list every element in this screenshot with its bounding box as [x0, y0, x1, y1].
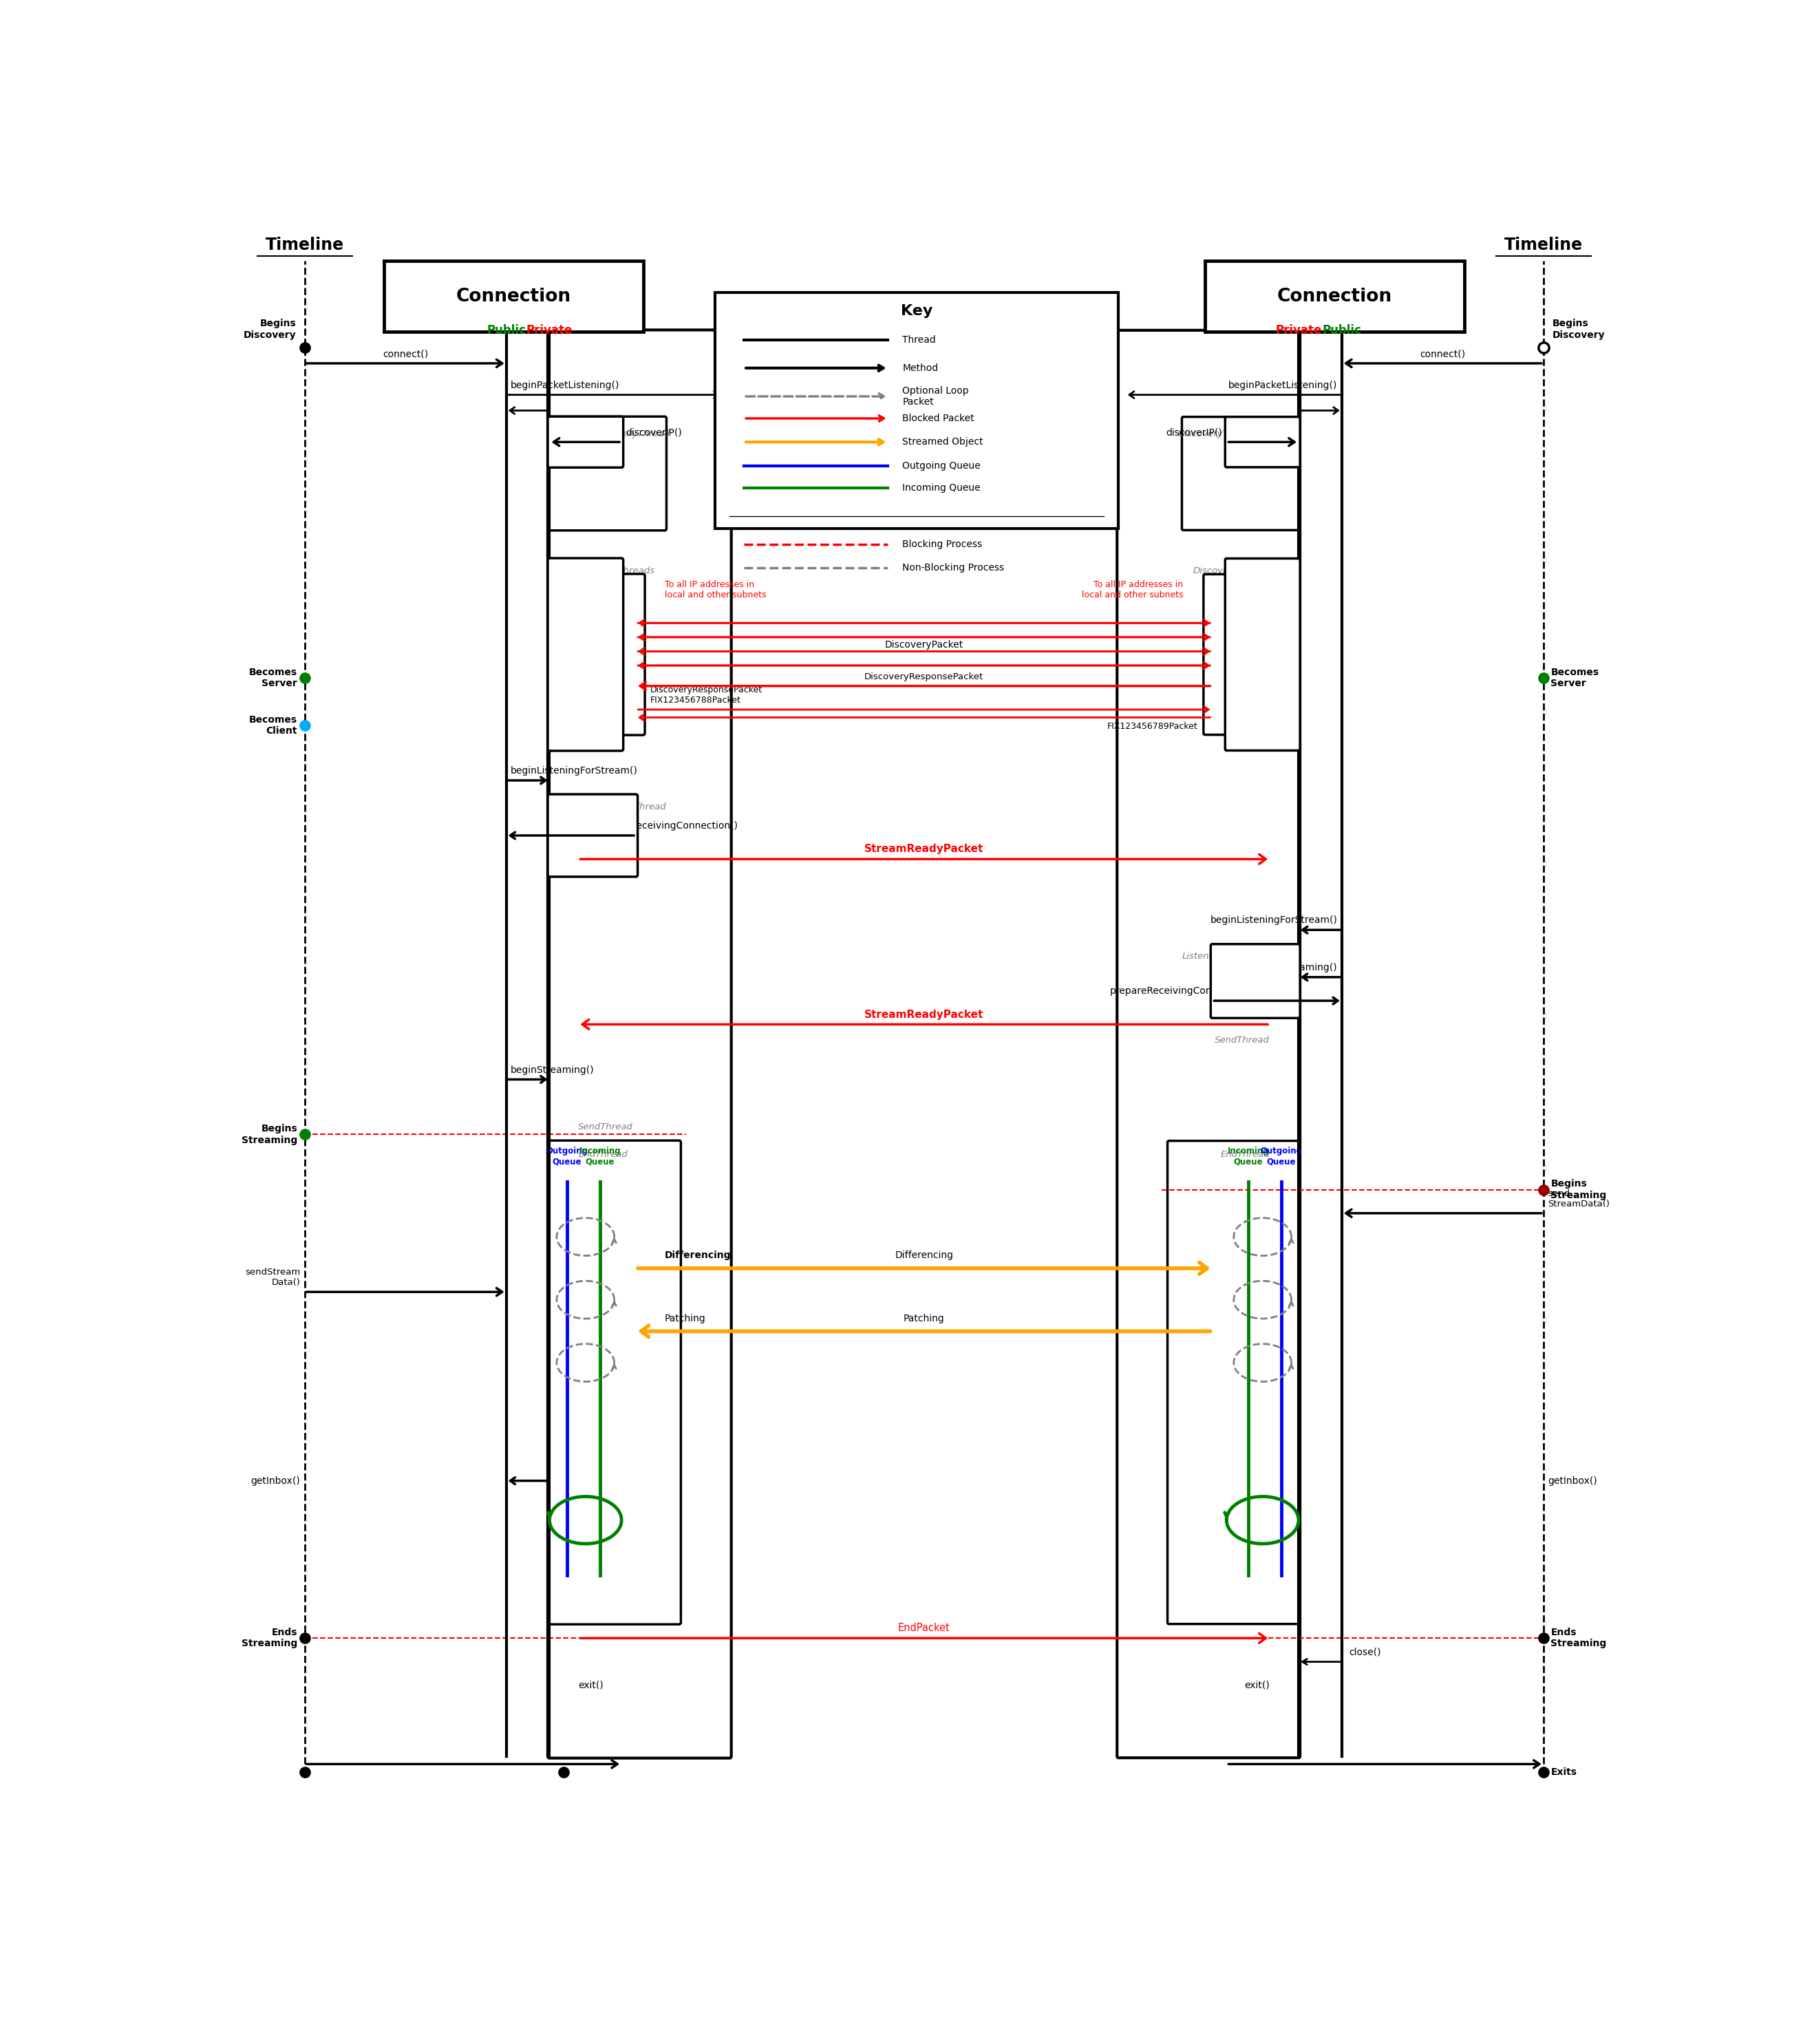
Text: getInbox(): getInbox(): [251, 1476, 301, 1486]
FancyBboxPatch shape: [1210, 944, 1300, 1018]
Text: Blocking Process: Blocking Process: [903, 540, 983, 550]
Text: beginStreaming(): beginStreaming(): [1253, 963, 1338, 973]
Text: beginListeningForStream(): beginListeningForStream(): [1210, 916, 1338, 926]
Text: Differencing: Differencing: [894, 1251, 954, 1261]
Text: Outgoing
Queue: Outgoing Queue: [546, 1147, 588, 1165]
FancyBboxPatch shape: [1224, 558, 1300, 750]
Text: StreamReadyPacket: StreamReadyPacket: [864, 844, 984, 854]
Text: DiscoveryPacket: DiscoveryPacket: [885, 640, 963, 650]
Text: To all IP addresses in
local and other subnets: To all IP addresses in local and other s…: [665, 580, 766, 599]
Text: DiscoveryThread: DiscoveryThread: [593, 429, 671, 437]
Text: Key: Key: [902, 305, 932, 319]
Text: SendThread: SendThread: [579, 1122, 633, 1130]
FancyBboxPatch shape: [1118, 331, 1300, 1758]
Text: discoverIP(): discoverIP(): [1167, 427, 1222, 437]
Text: DiscoverThreads: DiscoverThreads: [579, 566, 654, 574]
Text: Optional Loop
Packet: Optional Loop Packet: [903, 386, 968, 407]
Text: exit(): exit(): [579, 1680, 604, 1690]
FancyBboxPatch shape: [1204, 262, 1464, 331]
Text: Differencing: Differencing: [665, 1251, 732, 1261]
Text: Ends
Streaming: Ends Streaming: [1551, 1627, 1606, 1650]
FancyBboxPatch shape: [1168, 1141, 1300, 1625]
Text: Incoming
Queue: Incoming Queue: [1228, 1147, 1269, 1165]
Text: Private: Private: [1275, 325, 1322, 337]
Text: ListeningThread: ListeningThread: [1183, 953, 1255, 961]
Text: EndThread: EndThread: [1221, 1151, 1269, 1159]
Text: send
StreamData(): send StreamData(): [1547, 1190, 1610, 1208]
FancyBboxPatch shape: [716, 292, 1118, 529]
Text: beginListeningForStream(): beginListeningForStream(): [510, 766, 638, 775]
Text: beginPacketListening(): beginPacketListening(): [1228, 380, 1338, 390]
Text: Ends
Streaming: Ends Streaming: [242, 1627, 297, 1650]
FancyBboxPatch shape: [548, 589, 667, 719]
FancyBboxPatch shape: [1224, 417, 1300, 468]
Text: Method: Method: [903, 364, 938, 372]
Text: discoverIP(): discoverIP(): [626, 427, 682, 437]
Text: sendStream
Data(): sendStream Data(): [245, 1267, 301, 1288]
Text: Patching: Patching: [903, 1314, 945, 1322]
Text: beginPacketListening(): beginPacketListening(): [510, 380, 620, 390]
Text: Becomes
Client: Becomes Client: [249, 715, 297, 736]
Text: Public: Public: [487, 325, 526, 337]
Text: Timeline: Timeline: [265, 237, 344, 253]
Text: Blocked Packet: Blocked Packet: [903, 413, 974, 423]
FancyBboxPatch shape: [1161, 605, 1300, 703]
Text: Becomes
Server: Becomes Server: [1551, 668, 1599, 689]
Text: Outgoing
Queue: Outgoing Queue: [1260, 1147, 1302, 1165]
Text: Public: Public: [1322, 325, 1361, 337]
Text: exit(): exit(): [1244, 1680, 1269, 1690]
Text: ListeningThread: ListeningThread: [593, 803, 665, 811]
Text: Outgoing Queue: Outgoing Queue: [903, 460, 981, 470]
Text: Patching: Patching: [665, 1314, 705, 1322]
Text: Becomes
Server: Becomes Server: [249, 668, 297, 689]
Text: Connection: Connection: [456, 288, 572, 305]
FancyBboxPatch shape: [1183, 591, 1300, 719]
Text: EndPacket: EndPacket: [898, 1623, 950, 1633]
Text: beginStreaming(): beginStreaming(): [510, 1065, 595, 1075]
Text: Private: Private: [526, 325, 573, 337]
FancyBboxPatch shape: [548, 558, 624, 750]
Text: Incoming Queue: Incoming Queue: [903, 482, 981, 493]
Text: DiscoverThreads: DiscoverThreads: [1194, 566, 1269, 574]
FancyBboxPatch shape: [548, 417, 624, 468]
Text: getInbox(): getInbox(): [1547, 1476, 1597, 1486]
Text: Begins
Discovery: Begins Discovery: [243, 319, 296, 339]
Text: SendThread: SendThread: [1215, 1036, 1269, 1044]
Text: Connection: Connection: [1277, 288, 1392, 305]
Text: Begins
Streaming: Begins Streaming: [242, 1124, 297, 1145]
Text: FIX123456789Packet: FIX123456789Packet: [1107, 722, 1197, 732]
FancyBboxPatch shape: [384, 262, 644, 331]
Text: DiscoveryThread: DiscoveryThread: [1177, 429, 1255, 437]
Text: connect(): connect(): [382, 350, 427, 358]
FancyBboxPatch shape: [548, 605, 689, 703]
Text: prepareReceivingConnection(): prepareReceivingConnection(): [593, 822, 737, 830]
FancyBboxPatch shape: [1183, 417, 1300, 529]
Text: Begins
Streaming: Begins Streaming: [1551, 1179, 1606, 1200]
Text: Thread: Thread: [903, 335, 936, 345]
Text: Begins
Discovery: Begins Discovery: [1552, 319, 1605, 339]
Text: prepareReceivingConnection(): prepareReceivingConnection(): [1111, 987, 1255, 995]
Text: Non-Blocking Process: Non-Blocking Process: [903, 562, 1004, 572]
Text: Incoming
Queue: Incoming Queue: [579, 1147, 620, 1165]
Text: connect(): connect(): [1421, 350, 1466, 358]
FancyBboxPatch shape: [548, 795, 638, 877]
Text: Exits: Exits: [1551, 1768, 1578, 1776]
Text: DiscoveryResponsePacket
FIX123456788Packet: DiscoveryResponsePacket FIX123456788Pack…: [651, 685, 763, 705]
FancyBboxPatch shape: [548, 417, 667, 531]
Text: Streamed Object: Streamed Object: [903, 437, 983, 448]
Text: EndThread: EndThread: [579, 1151, 627, 1159]
Text: close(): close(): [1349, 1647, 1381, 1658]
FancyBboxPatch shape: [548, 574, 645, 736]
FancyBboxPatch shape: [1204, 574, 1300, 734]
Text: To all IP addresses in
local and other subnets: To all IP addresses in local and other s…: [1082, 580, 1183, 599]
FancyBboxPatch shape: [548, 329, 732, 1758]
Text: DiscoveryResponsePacket: DiscoveryResponsePacket: [864, 672, 984, 681]
Text: Timeline: Timeline: [1504, 237, 1583, 253]
FancyBboxPatch shape: [548, 1141, 682, 1625]
Text: StreamReadyPacket: StreamReadyPacket: [864, 1010, 984, 1020]
